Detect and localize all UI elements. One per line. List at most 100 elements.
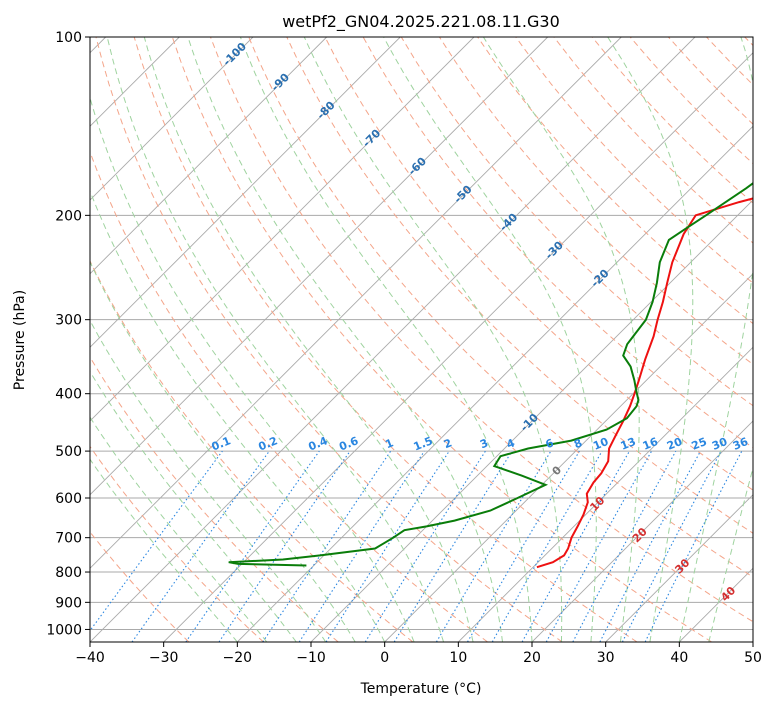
mixing-ratio-label: 13 [619, 435, 638, 453]
mixing-ratio-line [131, 450, 270, 642]
moist-adiabat-line [90, 189, 386, 642]
x-tick-label: 10 [449, 650, 467, 666]
x-tick-label: 40 [670, 650, 688, 666]
moist-adiabat-line [239, 37, 533, 642]
adiabat-label: -60 [406, 154, 429, 177]
mixing-ratio-label: 1 [383, 436, 395, 451]
moist-adiabat-line [90, 370, 297, 642]
y-tick-label: 1000 [46, 622, 82, 638]
x-tick-label: 0 [380, 650, 389, 666]
isotherm-line [752, 641, 753, 642]
moist-adiabat-line [143, 37, 474, 642]
y-axis-label: Pressure (hPa) [12, 290, 28, 390]
moist-adiabat-line [90, 458, 238, 642]
dry-adiabat-line [133, 37, 638, 642]
adiabat-label: 30 [672, 556, 692, 576]
isotherm-line [90, 37, 696, 642]
moist-adiabat-line [90, 260, 356, 642]
isotherm-line [531, 420, 753, 642]
mixing-ratio-line [262, 450, 392, 642]
dry-adiabat-line [90, 150, 488, 642]
moist-adiabat-line [106, 37, 445, 642]
mixing-ratio-line [467, 450, 580, 642]
moist-adiabat-line [383, 37, 597, 642]
mixing-ratio-label: 8 [572, 436, 584, 451]
adiabat-label: -100 [220, 40, 249, 69]
adiabat-label: -40 [497, 211, 520, 234]
moist-adiabat-line [90, 416, 268, 642]
isotherm-line [236, 125, 753, 642]
dry-adiabat-line [90, 531, 190, 642]
dewpoint-profile-line [228, 182, 753, 567]
x-tick-label: 30 [597, 650, 615, 666]
adiabat-label: 0 [550, 463, 565, 478]
isotherm-line [678, 567, 753, 642]
isotherm-line [90, 37, 328, 275]
y-tick-label: 400 [55, 387, 82, 403]
chart-title: wetPf2_GN04.2025.221.08.11.G30 [282, 12, 560, 32]
adiabat-label: -90 [269, 70, 292, 93]
moist-adiabat-line [607, 37, 694, 642]
mixing-ratio-label: 4 [505, 436, 517, 451]
dry-adiabat-line [95, 37, 563, 642]
dry-adiabat-line [706, 37, 753, 86]
x-tick-label: 20 [523, 650, 541, 666]
isotherm-line [605, 494, 753, 642]
mixing-ratio-label: 25 [690, 435, 709, 453]
adiabat-label: -50 [451, 182, 474, 205]
moist-adiabat-line [482, 37, 640, 642]
tick-layer: −40 −30 −20 −10 0 10 20 30 40 5010020030040050060… [46, 30, 762, 666]
mixing-ratio-line [599, 450, 701, 642]
x-axis-label: Temperature (°C) [360, 681, 482, 697]
mixing-ratio-line [572, 450, 677, 642]
plot-area: -100-90-80-70-60-50-40-30-20-10010203040… [90, 37, 753, 642]
mixing-ratio-line [644, 450, 743, 642]
adiabat-label: 40 [718, 584, 738, 604]
mixing-ratio-label: 30 [710, 435, 729, 453]
isotherm-line [90, 37, 622, 569]
dry-adiabat-line [515, 37, 753, 284]
mixing-ratio-line [521, 450, 630, 642]
isotherm-line [90, 37, 475, 422]
mixing-ratio-label: 16 [641, 435, 660, 453]
mixing-ratio-line [185, 450, 320, 642]
isotherm-line [90, 37, 254, 201]
dry-adiabat-line [668, 37, 753, 125]
dry-adiabat-line [90, 445, 264, 642]
x-tick-label: −10 [296, 650, 326, 666]
dry-adiabat-line [248, 37, 753, 578]
temperature-profile-line [536, 197, 753, 569]
isotherm-line [310, 199, 753, 642]
moist-adiabat-line [303, 37, 563, 642]
y-tick-label: 300 [55, 313, 82, 329]
x-tick-label: −20 [223, 650, 253, 666]
plot-frame [89, 36, 754, 643]
moist-adiabat-line [678, 37, 753, 642]
mixing-ratio-line [218, 450, 351, 642]
y-tick-label: 900 [55, 595, 82, 611]
adiabat-label: -30 [543, 239, 566, 262]
y-tick-label: 100 [55, 30, 82, 46]
mixing-ratio-label: 10 [591, 435, 610, 453]
x-tick-label: −40 [75, 650, 105, 666]
moist-adiabat-line [90, 319, 327, 642]
y-tick-label: 500 [55, 444, 82, 460]
mixing-ratio-line [90, 450, 223, 632]
y-tick-label: 800 [55, 565, 82, 581]
dry-adiabat-line [210, 37, 753, 623]
moist-adiabat-line [187, 37, 503, 642]
isotherm-line [384, 273, 753, 642]
mixing-ratio-line [364, 450, 486, 642]
adiabat-label: -70 [360, 126, 383, 149]
mixing-ratio-line [393, 450, 513, 642]
dry-adiabat-line [744, 37, 753, 47]
moist-adiabat-line [90, 96, 415, 642]
dry-adiabat-line [90, 356, 339, 642]
dry-adiabat-line [171, 37, 712, 642]
isotherm-line [90, 37, 401, 348]
mixing-ratio-label: 3 [478, 436, 490, 451]
mixing-ratio-line [298, 450, 425, 642]
mixing-ratio-line [545, 450, 653, 642]
